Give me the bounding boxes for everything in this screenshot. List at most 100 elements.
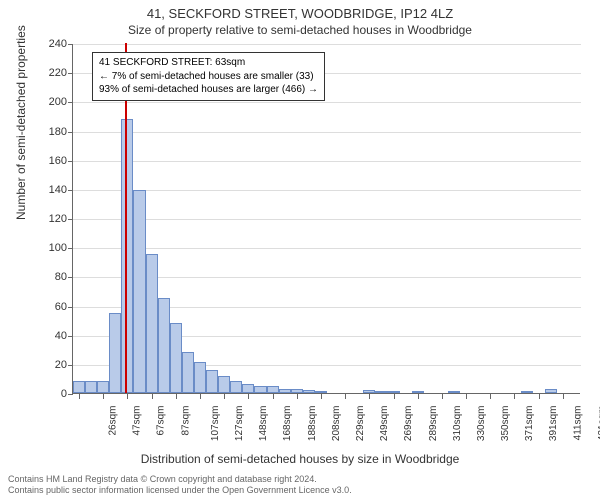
x-tick-label: 289sqm xyxy=(428,406,439,442)
annotation-line-3: 93% of semi-detached houses are larger (… xyxy=(99,83,318,97)
histogram-bar xyxy=(230,381,242,393)
histogram-bar xyxy=(279,389,291,393)
footer-line-1: Contains HM Land Registry data © Crown c… xyxy=(8,474,352,485)
y-tick-label: 40 xyxy=(27,330,67,342)
histogram-bar xyxy=(521,391,533,393)
x-tick-label: 188sqm xyxy=(307,406,318,442)
y-tick-mark xyxy=(68,277,73,278)
annotation-box: 41 SECKFORD STREET: 63sqm ← 7% of semi-d… xyxy=(92,52,325,101)
x-tick-mark xyxy=(79,394,80,399)
histogram-bar xyxy=(218,376,230,394)
y-tick-mark xyxy=(68,190,73,191)
x-tick-label: 249sqm xyxy=(379,406,390,442)
histogram-bar xyxy=(254,386,266,393)
x-tick-mark xyxy=(152,394,153,399)
histogram-bar xyxy=(146,254,158,393)
histogram-bar xyxy=(291,389,303,393)
x-axis-label: Distribution of semi-detached houses by … xyxy=(0,452,600,466)
x-tick-mark xyxy=(514,394,515,399)
x-tick-mark xyxy=(394,394,395,399)
y-tick-mark xyxy=(68,307,73,308)
x-tick-label: 107sqm xyxy=(210,406,221,442)
histogram-bar xyxy=(375,391,387,393)
gridline xyxy=(73,132,581,133)
x-tick-label: 67sqm xyxy=(156,406,167,436)
gridline xyxy=(73,219,581,220)
x-tick-label: 148sqm xyxy=(258,406,269,442)
gridline xyxy=(73,102,581,103)
x-tick-label: 391sqm xyxy=(549,406,560,442)
x-tick-mark xyxy=(273,394,274,399)
annotation-line-1: 41 SECKFORD STREET: 63sqm xyxy=(99,56,318,70)
y-tick-mark xyxy=(68,394,73,395)
histogram-bar xyxy=(85,381,97,393)
y-tick-mark xyxy=(68,161,73,162)
y-tick-mark xyxy=(68,73,73,74)
x-tick-mark xyxy=(176,394,177,399)
histogram-bar xyxy=(267,386,279,393)
x-tick-mark xyxy=(490,394,491,399)
x-tick-label: 127sqm xyxy=(234,406,245,442)
histogram-bar xyxy=(182,352,194,393)
y-tick-mark xyxy=(68,365,73,366)
y-tick-label: 20 xyxy=(27,359,67,371)
histogram-bar xyxy=(109,313,121,393)
histogram-bar xyxy=(158,298,170,393)
x-tick-mark xyxy=(418,394,419,399)
x-tick-mark xyxy=(224,394,225,399)
y-tick-mark xyxy=(68,248,73,249)
annotation-line-2: ← 7% of semi-detached houses are smaller… xyxy=(99,70,318,84)
chart-area: 02040608010012014016018020022024026sqm47… xyxy=(72,44,580,394)
y-axis-label: Number of semi-detached properties xyxy=(14,25,28,220)
histogram-bar xyxy=(448,391,460,393)
histogram-bar xyxy=(303,390,315,393)
x-tick-label: 47sqm xyxy=(132,406,143,436)
y-tick-label: 180 xyxy=(27,126,67,138)
y-tick-label: 0 xyxy=(27,388,67,400)
y-tick-label: 120 xyxy=(27,213,67,225)
x-tick-mark xyxy=(369,394,370,399)
histogram-bar xyxy=(545,389,557,393)
chart-container: 41, SECKFORD STREET, WOODBRIDGE, IP12 4L… xyxy=(0,0,600,500)
y-tick-label: 200 xyxy=(27,96,67,108)
histogram-bar xyxy=(242,384,254,393)
x-tick-mark xyxy=(345,394,346,399)
gridline xyxy=(73,44,581,45)
chart-title-main: 41, SECKFORD STREET, WOODBRIDGE, IP12 4L… xyxy=(0,0,600,21)
x-tick-mark xyxy=(200,394,201,399)
y-tick-mark xyxy=(68,219,73,220)
histogram-bar xyxy=(194,362,206,393)
y-tick-label: 80 xyxy=(27,271,67,283)
histogram-bar xyxy=(206,370,218,393)
x-tick-label: 229sqm xyxy=(355,406,366,442)
y-tick-label: 100 xyxy=(27,242,67,254)
x-tick-label: 269sqm xyxy=(403,406,414,442)
y-tick-mark xyxy=(68,132,73,133)
y-tick-label: 140 xyxy=(27,184,67,196)
x-tick-label: 310sqm xyxy=(452,406,463,442)
x-tick-label: 208sqm xyxy=(331,406,342,442)
y-tick-mark xyxy=(68,102,73,103)
x-tick-label: 411sqm xyxy=(572,406,583,441)
x-tick-mark xyxy=(563,394,564,399)
x-tick-label: 168sqm xyxy=(282,406,293,442)
gridline xyxy=(73,190,581,191)
gridline xyxy=(73,248,581,249)
x-tick-mark xyxy=(103,394,104,399)
footer-line-2: Contains public sector information licen… xyxy=(8,485,352,496)
x-tick-label: 26sqm xyxy=(108,406,119,436)
histogram-bar xyxy=(133,190,145,393)
x-tick-label: 87sqm xyxy=(180,406,191,436)
x-tick-mark xyxy=(466,394,467,399)
x-tick-label: 350sqm xyxy=(500,406,511,442)
footer-attribution: Contains HM Land Registry data © Crown c… xyxy=(8,474,352,496)
x-tick-mark xyxy=(539,394,540,399)
x-tick-mark xyxy=(442,394,443,399)
y-tick-mark xyxy=(68,336,73,337)
histogram-bar xyxy=(387,391,399,393)
x-tick-mark xyxy=(248,394,249,399)
x-tick-mark xyxy=(127,394,128,399)
y-tick-mark xyxy=(68,44,73,45)
histogram-bar xyxy=(315,391,327,393)
y-tick-label: 240 xyxy=(27,38,67,50)
